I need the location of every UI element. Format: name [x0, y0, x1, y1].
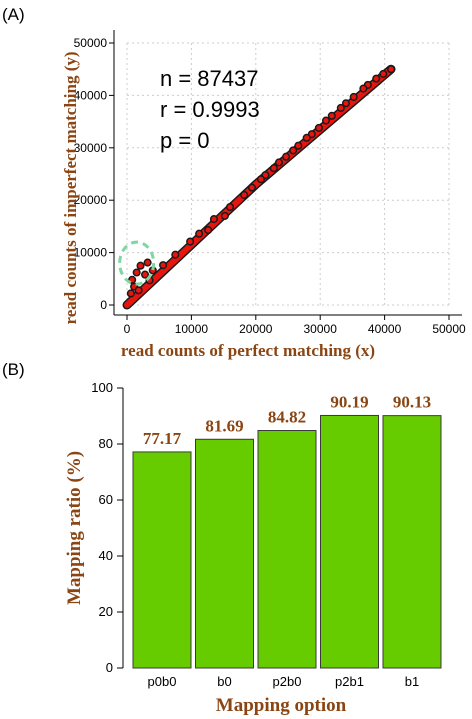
bar-y-tick-label: 0 — [106, 660, 113, 675]
scatter-plot: 0 10000 20000 30000 40000 50000 0 10000 20000 30… — [61, 30, 466, 360]
bar-p2b1 — [320, 414, 379, 669]
bar-value-label: 84.82 — [268, 408, 306, 427]
bar-value-label: 90.19 — [330, 392, 368, 411]
bar-y-axis-label: Mapping ratio (%) — [64, 451, 85, 605]
scatter-point — [134, 286, 143, 295]
scatter-point — [256, 175, 266, 184]
bar-chart: 0 20 40 60 80 100 77.17 81.69 84.82 90.19 90.13 p… — [64, 380, 442, 716]
scatter-point — [143, 258, 152, 267]
scatter-x-tick-label: 10000 — [175, 322, 209, 336]
scatter-point — [126, 289, 135, 298]
bar-b1 — [382, 415, 442, 669]
bar-category-label: p2b1 — [335, 674, 364, 689]
scatter-point — [289, 146, 298, 155]
scatter-y-tick-label: 40000 — [74, 88, 108, 102]
scatter-point — [282, 152, 291, 161]
scatter-points — [126, 65, 396, 298]
scatter-point — [136, 261, 145, 270]
scatter-point — [247, 183, 256, 192]
scatter-x-axis-label: read counts of perfect matching (x) — [121, 341, 375, 360]
bar-y-tick-label: 60 — [99, 492, 113, 507]
scatter-point — [359, 84, 368, 93]
scatter-point — [186, 237, 195, 246]
scatter-grid — [126, 42, 450, 306]
scatter-point — [294, 141, 303, 150]
stat-n: n = 87437 — [160, 66, 258, 91]
scatter-y-tick-label: 50000 — [74, 36, 108, 50]
scatter-point — [341, 99, 351, 108]
bar-category-label: p2b0 — [273, 674, 302, 689]
bar-y-tick-label: 20 — [99, 604, 113, 619]
scatter-y-tick-label: 20000 — [74, 193, 108, 207]
scatter-point — [274, 158, 284, 167]
bar-value-label: 90.13 — [393, 393, 431, 412]
scatter-point — [386, 65, 396, 74]
scatter-x-ticks: 0 10000 20000 30000 40000 50000 — [124, 315, 466, 336]
stat-p: p = 0 — [160, 128, 210, 153]
bar-category-label: b0 — [217, 674, 231, 689]
scatter-point — [240, 190, 249, 200]
scatter-x-tick-label: 50000 — [432, 322, 466, 336]
bar-category-label: b1 — [405, 674, 419, 689]
scatter-point — [302, 133, 311, 142]
highlight-circle-marker — [118, 240, 156, 286]
scatter-point — [336, 103, 345, 113]
scatter-x-tick-label: 40000 — [368, 322, 402, 336]
scatter-y-tick-label: 30000 — [74, 141, 108, 155]
stat-r: r = 0.9993 — [160, 97, 260, 122]
bar-value-label: 81.69 — [205, 416, 243, 435]
scatter-point — [225, 202, 235, 212]
scatter-point — [269, 164, 278, 173]
scatter-band — [124, 66, 395, 308]
scatter-point — [379, 69, 388, 78]
scatter-x-tick-label: 20000 — [239, 322, 273, 336]
bar-y-tick-label: 40 — [99, 548, 113, 563]
scatter-y-tick-label: 0 — [100, 298, 107, 312]
scatter-point — [209, 215, 218, 224]
scatter-point — [204, 226, 213, 235]
bar-value-labels: 77.17 81.69 84.82 90.19 90.13 — [143, 392, 431, 447]
scatter-point — [132, 268, 141, 277]
bar-value-label: 77.17 — [143, 429, 182, 448]
scatter-y-axis-label: read counts of imperfect matching (y) — [61, 51, 80, 324]
scatter-point — [171, 250, 180, 259]
bar-y-tick-label: 100 — [91, 380, 113, 395]
scatter-point — [372, 74, 381, 83]
scatter-point — [327, 111, 336, 120]
bar-p0b0 — [132, 451, 192, 669]
panel-label-b: (B) — [2, 360, 25, 379]
scatter-y-ticks: 0 10000 20000 30000 40000 50000 — [74, 36, 114, 312]
bar-category-label: p0b0 — [148, 674, 177, 689]
bar-category-labels: p0b0 b0 p2b0 p2b1 b1 — [148, 674, 420, 689]
scatter-point — [220, 211, 229, 220]
bar-y-ticks: 0 20 40 60 80 100 — [91, 380, 123, 675]
panel-label-a: (A) — [2, 5, 25, 24]
bar-x-axis-label: Mapping option — [216, 695, 347, 716]
scatter-point — [195, 229, 204, 238]
scatter-x-tick-label: 0 — [124, 322, 131, 336]
scatter-point — [159, 261, 168, 270]
bar-series — [132, 414, 442, 669]
scatter-point — [349, 92, 358, 102]
scatter-point — [314, 123, 323, 132]
bar-y-tick-label: 80 — [99, 436, 113, 451]
bar-b0 — [195, 438, 254, 669]
scatter-x-tick-label: 30000 — [304, 322, 338, 336]
scatter-point — [321, 116, 331, 125]
bar-p2b0 — [257, 430, 317, 669]
scatter-point — [140, 270, 150, 279]
scatter-y-tick-label: 10000 — [74, 246, 108, 260]
scatter-dense-band — [122, 64, 396, 310]
